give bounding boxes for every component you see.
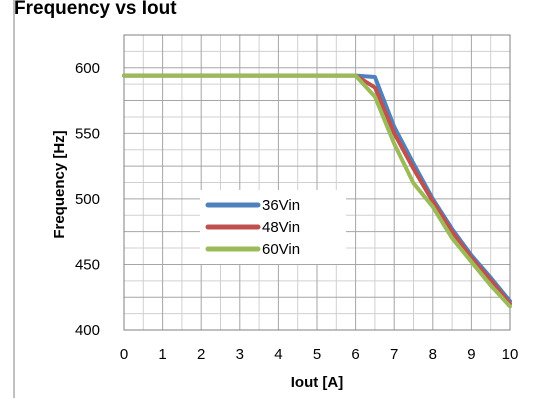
plot-area-border — [123, 34, 511, 331]
x-tick-label: 9 — [467, 346, 475, 363]
x-tick-label: 3 — [236, 346, 244, 363]
x-tick-label: 2 — [197, 346, 205, 363]
legend-label-48vin: 48Vin — [262, 219, 300, 236]
x-axis-label: Iout [A] — [291, 374, 343, 391]
x-tick-label: 10 — [502, 346, 519, 363]
chart-title-fragment: Frequency vs Iout — [14, 0, 177, 19]
x-tick-label: 8 — [429, 346, 437, 363]
legend-label-60vin: 60Vin — [262, 241, 300, 258]
x-tick-label: 4 — [274, 346, 282, 363]
x-tick-label: 5 — [313, 346, 321, 363]
minor-gridlines — [124, 35, 510, 330]
y-tick-label: 500 — [75, 191, 100, 208]
legend: 36Vin 48Vin 60Vin — [200, 190, 346, 264]
x-tick-label: 0 — [120, 346, 128, 363]
x-tick-label: 1 — [158, 346, 166, 363]
series-layer — [122, 73, 512, 309]
y-axis-label: Frequency [Hz] — [51, 130, 68, 238]
y-tick-label: 450 — [75, 256, 100, 273]
series-line-60vin — [122, 73, 512, 309]
y-tick-label: 600 — [75, 60, 100, 77]
y-tick-labels: 400 450 500 550 600 — [75, 60, 100, 339]
y-tick-label: 400 — [75, 322, 100, 339]
y-tick-label: 550 — [75, 125, 100, 142]
x-tick-label: 7 — [390, 346, 398, 363]
x-tick-labels: 0 1 2 3 4 5 6 7 8 9 10 — [120, 346, 519, 363]
legend-label-36vin: 36Vin — [262, 197, 300, 214]
x-tick-label: 6 — [351, 346, 359, 363]
